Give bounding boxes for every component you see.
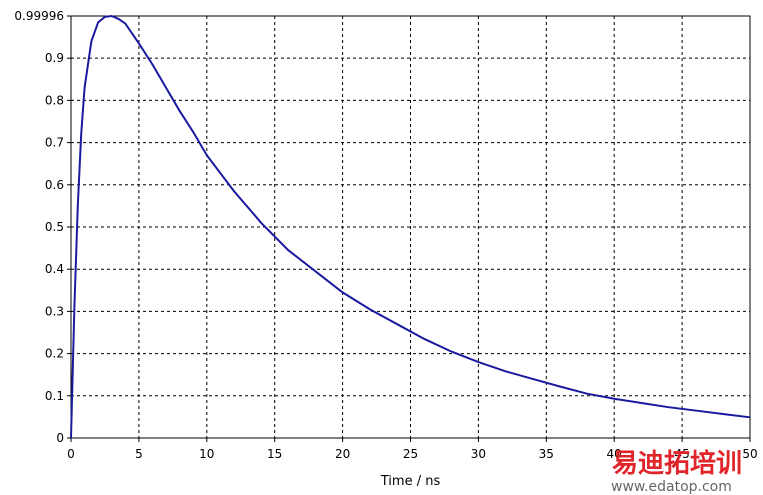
x-tick-label: 20 [335, 447, 350, 461]
y-tick-label: 0.7 [45, 136, 64, 150]
series-line [70, 14, 751, 439]
x-tick-label: 15 [267, 447, 282, 461]
x-tick-label: 30 [471, 447, 486, 461]
y-tick-label: 0.6 [45, 178, 64, 192]
y-axis-ticks: 0 0.1 0.2 0.3 0.4 0.5 0.6 0.7 0.8 0.9 0.99996 [14, 9, 71, 445]
y-tick-label: 0.1 [45, 389, 64, 403]
x-axis-ticks: 0 5 10 15 20 25 30 35 40 45 50 [67, 438, 758, 461]
x-tick-label: 10 [199, 447, 214, 461]
y-tick-label: 0.99996 [14, 9, 64, 23]
y-tick-label: 0.3 [45, 304, 64, 318]
y-tick-label: 0.9 [45, 51, 64, 65]
y-tick-label: 0.2 [45, 347, 64, 361]
x-tick-label: 50 [742, 447, 757, 461]
x-tick-label: 0 [67, 447, 75, 461]
x-axis-title: Time / ns [380, 474, 441, 489]
x-tick-label: 35 [539, 447, 554, 461]
gridlines [71, 16, 750, 438]
y-tick-label: 0.5 [45, 220, 64, 234]
y-tick-label: 0 [56, 431, 64, 445]
x-tick-label: 25 [403, 447, 418, 461]
watermark-logo-text: 易迪拓培训 [612, 449, 742, 479]
x-tick-label: 45 [674, 447, 689, 461]
watermark-url: www.edatop.com [611, 479, 732, 495]
y-tick-label: 0.8 [45, 93, 64, 107]
y-tick-label: 0.4 [45, 262, 64, 276]
x-tick-label: 5 [135, 447, 143, 461]
x-tick-label: 40 [607, 447, 622, 461]
